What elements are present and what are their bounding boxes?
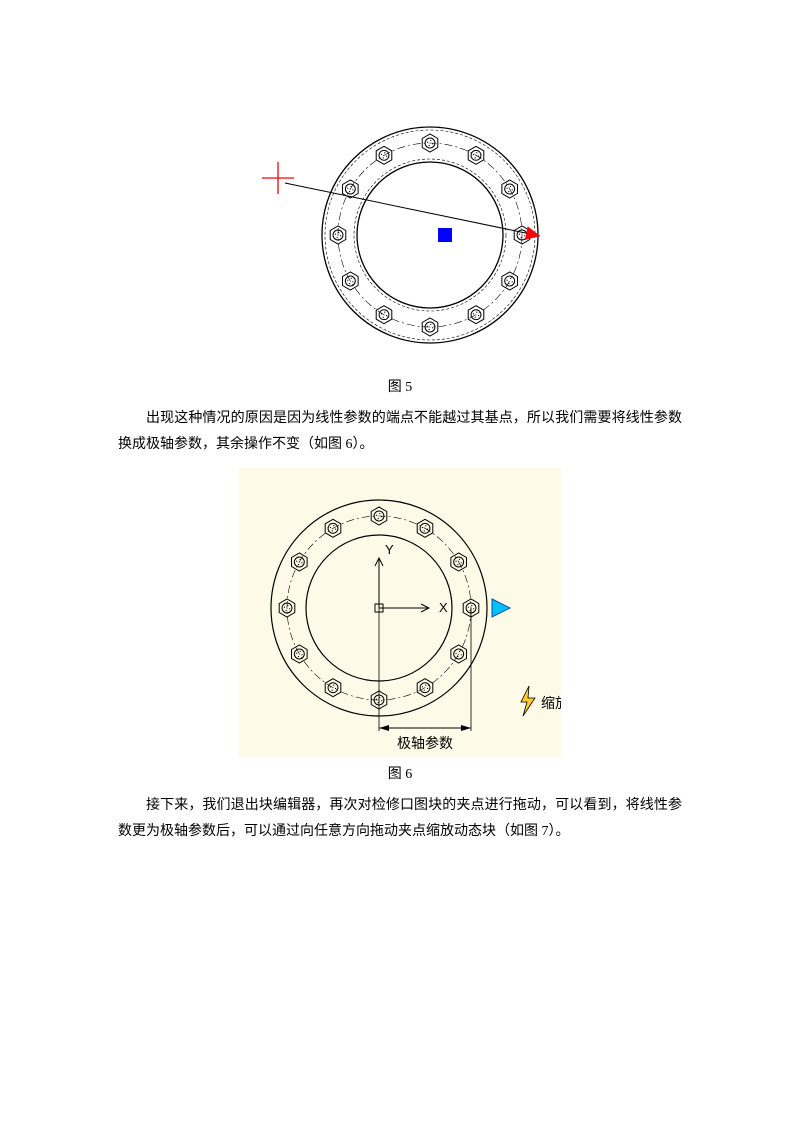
paragraph-2: 接下来，我们退出块编辑器，再次对检修口图块的夹点进行拖动，可以看到，将线性参数更… [118, 793, 682, 845]
figure-5 [118, 90, 682, 370]
figure-6-caption: 图 6 [118, 763, 682, 783]
paragraph-1: 出现这种情况的原因是因为线性参数的端点不能越过其基点，所以我们需要将线性参数换成… [118, 406, 682, 458]
svg-text:X: X [439, 600, 448, 615]
figure-5-caption: 图 5 [118, 376, 682, 396]
figure-5-svg [230, 90, 570, 370]
svg-text:极轴参数: 极轴参数 [397, 735, 453, 752]
figure-6: X Y 极轴参数 缩放 [118, 468, 682, 757]
figure-6-svg: X Y 极轴参数 缩放 [239, 468, 561, 757]
svg-text:缩放: 缩放 [541, 696, 561, 712]
svg-text:Y: Y [385, 542, 394, 557]
